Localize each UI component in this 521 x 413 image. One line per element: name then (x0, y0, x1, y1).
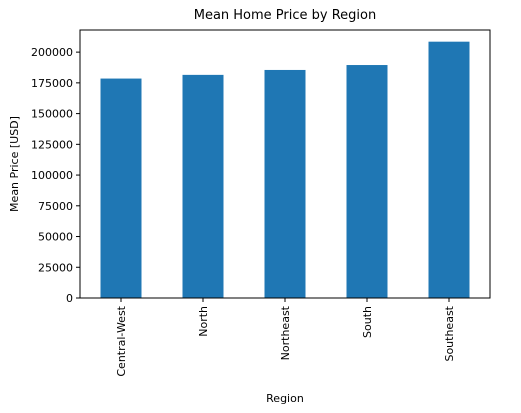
y-axis-ticks: 0 25000 50000 75000 100000 125000 150000 175000… (31, 46, 80, 305)
y-tick-label: 200000 (31, 46, 73, 59)
chart-title: Mean Home Price by Region (194, 8, 377, 23)
x-tick-label: North (197, 306, 210, 337)
bars-group (100, 41, 470, 299)
y-tick-label: 75000 (38, 200, 73, 213)
y-tick-label: 0 (66, 292, 73, 305)
bar-southeast (428, 41, 470, 299)
y-tick-label: 50000 (38, 231, 73, 244)
y-tick-label: 175000 (31, 77, 73, 90)
y-tick-label: 25000 (38, 261, 73, 274)
x-tick-label: Southeast (443, 305, 456, 361)
y-tick-label: 150000 (31, 108, 73, 121)
plot-frame-border (79, 29, 491, 299)
y-tick-label: 125000 (31, 138, 73, 151)
bar-north (182, 74, 224, 299)
y-axis-label: Mean Price [USD] (8, 116, 21, 212)
x-tick-label: Northeast (279, 305, 292, 360)
bar-south (346, 65, 388, 298)
bar-northeast (264, 69, 306, 298)
x-tick-label: South (361, 306, 374, 338)
bar-central-west (100, 78, 142, 298)
x-axis-ticks: Central-West North Northeast South Southeast (115, 298, 456, 377)
x-tick-label: Central-West (115, 305, 128, 376)
y-tick-label: 100000 (31, 169, 73, 182)
plot-frame (79, 29, 491, 299)
x-axis-label: Region (266, 392, 304, 405)
